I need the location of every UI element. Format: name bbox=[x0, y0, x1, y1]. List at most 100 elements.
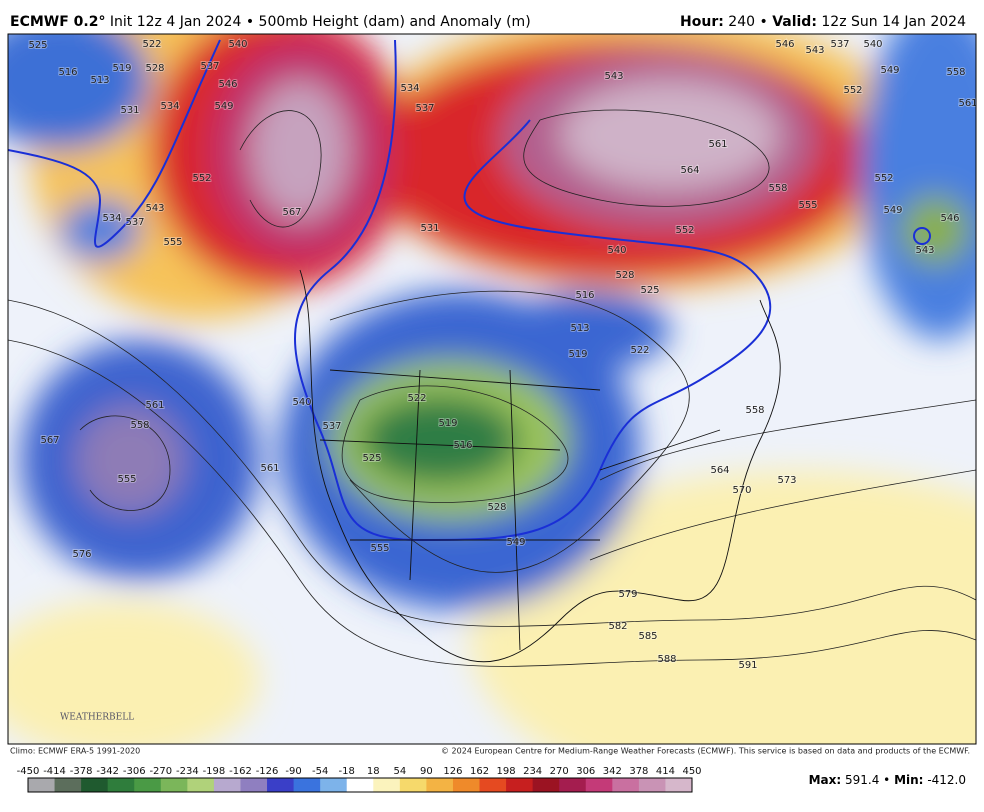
anomaly-area bbox=[900, 195, 970, 265]
product: 500mb Height (dam) and Anomaly (m) bbox=[259, 14, 531, 30]
contour bbox=[79, 415, 171, 511]
contour-label: 555 bbox=[370, 543, 389, 554]
contour bbox=[589, 469, 976, 561]
contour-label: 537 bbox=[200, 61, 219, 72]
contour-label: 522 bbox=[630, 345, 649, 356]
colorbar-tick-label: -198 bbox=[203, 766, 226, 777]
valid: 12z Sun 14 Jan 2024 bbox=[821, 14, 966, 30]
contour-label: 534 bbox=[102, 213, 121, 224]
contour-label: 540 bbox=[607, 245, 626, 256]
colorbar-tick-label: -306 bbox=[123, 766, 146, 777]
contour-label: 549 bbox=[883, 205, 902, 216]
map-frame bbox=[7, 33, 977, 745]
contour bbox=[913, 227, 931, 245]
contour bbox=[294, 39, 772, 542]
colorbar-swatch bbox=[28, 778, 56, 792]
contour bbox=[8, 299, 976, 627]
init: Init 12z 4 Jan 2024 bbox=[110, 14, 242, 30]
anomaly-area bbox=[360, 395, 520, 485]
colorbar-swatch bbox=[213, 778, 241, 792]
contour-label: 537 bbox=[415, 103, 434, 114]
colorbar-swatch bbox=[426, 778, 454, 792]
contour bbox=[329, 290, 690, 573]
colorbar-tick-label: -270 bbox=[149, 766, 172, 777]
contour-label: 573 bbox=[777, 475, 796, 486]
separator: • bbox=[759, 14, 767, 30]
border bbox=[319, 369, 721, 651]
contour bbox=[599, 399, 976, 481]
min-label: Min: bbox=[894, 773, 923, 787]
colorbar-tick-label: 198 bbox=[497, 766, 516, 777]
contour bbox=[341, 385, 569, 503]
contour bbox=[523, 109, 770, 207]
contour-label: 567 bbox=[282, 207, 301, 218]
contour-label: 561 bbox=[260, 463, 279, 474]
colorbar-swatch bbox=[506, 778, 534, 792]
colorbar-tick-label: -378 bbox=[70, 766, 93, 777]
min: -412.0 bbox=[927, 773, 966, 787]
contour-label: 531 bbox=[120, 105, 139, 116]
contour-label: 537 bbox=[125, 217, 144, 228]
max: 591.4 bbox=[845, 773, 879, 787]
borders bbox=[299, 269, 781, 663]
contour-label: 513 bbox=[90, 75, 109, 86]
contour-label: 561 bbox=[145, 400, 164, 411]
contour-label: 540 bbox=[228, 39, 247, 50]
colorbar-tick-label: 342 bbox=[603, 766, 622, 777]
colorbar-swatch bbox=[665, 778, 693, 792]
header-left: ECMWF 0.2° Init 12z 4 Jan 2024 • 500mb H… bbox=[10, 14, 531, 30]
contour-label: 540 bbox=[292, 397, 311, 408]
contour-label: 558 bbox=[745, 405, 764, 416]
colorbar: -450 -414 -378 -342 -306 -270 -234 -198 -162 -126… bbox=[17, 766, 702, 793]
contour-label: 561 bbox=[958, 98, 977, 109]
contour-label: 555 bbox=[117, 474, 136, 485]
hour: 240 bbox=[728, 14, 755, 30]
contour-label: 522 bbox=[142, 39, 161, 50]
colorbar-tick-label: 414 bbox=[656, 766, 675, 777]
contour-label: 516 bbox=[453, 440, 472, 451]
colorbar-tick-label: 306 bbox=[576, 766, 595, 777]
contour-label: 549 bbox=[506, 537, 525, 548]
separator: • bbox=[883, 773, 890, 787]
colorbar-swatch bbox=[532, 778, 560, 792]
contour-label: 582 bbox=[608, 621, 627, 632]
contour-label: 537 bbox=[322, 421, 341, 432]
colorbar-tick-label: 450 bbox=[682, 766, 701, 777]
contour-label: 540 bbox=[863, 39, 882, 50]
colorbar-tick-label: -90 bbox=[285, 766, 301, 777]
contour-label: 549 bbox=[880, 65, 899, 76]
colorbar-tick-label: -162 bbox=[229, 766, 252, 777]
contour-label: 519 bbox=[438, 418, 457, 429]
contour-label: 558 bbox=[768, 183, 787, 194]
anomaly-area bbox=[250, 80, 350, 220]
colorbar-swatch bbox=[187, 778, 215, 792]
colorbar-swatch bbox=[373, 778, 401, 792]
contour-label: 528 bbox=[145, 63, 164, 74]
contour-label: 546 bbox=[940, 213, 959, 224]
colorbar-swatch bbox=[240, 778, 268, 792]
hour-label: Hour: bbox=[680, 14, 724, 30]
contour-label: 525 bbox=[28, 40, 47, 51]
contour-label: 552 bbox=[843, 85, 862, 96]
colorbar-tick-label: -414 bbox=[43, 766, 66, 777]
contour-label: 528 bbox=[487, 502, 506, 513]
contour-label: 555 bbox=[798, 200, 817, 211]
anomaly-area bbox=[560, 80, 780, 190]
contour-label: 537 bbox=[830, 39, 849, 50]
colorbar-swatch bbox=[479, 778, 507, 792]
colorbar-tick-label: -54 bbox=[312, 766, 328, 777]
contour-label: 552 bbox=[192, 173, 211, 184]
contour-label: 525 bbox=[640, 285, 659, 296]
contour-label: 555 bbox=[163, 237, 182, 248]
contour-label: 513 bbox=[570, 323, 589, 334]
max-label: Max: bbox=[809, 773, 842, 787]
contour-label: 525 bbox=[362, 453, 381, 464]
colorbar-tick-label: 378 bbox=[629, 766, 648, 777]
colorbar-tick-label: 234 bbox=[523, 766, 542, 777]
colorbar-swatch bbox=[559, 778, 587, 792]
contour-label: 579 bbox=[618, 589, 637, 600]
colorbar-tick-label: -450 bbox=[17, 766, 40, 777]
contour-label: 531 bbox=[420, 223, 439, 234]
anomaly-area bbox=[510, 290, 670, 370]
colorbar-swatch bbox=[160, 778, 188, 792]
